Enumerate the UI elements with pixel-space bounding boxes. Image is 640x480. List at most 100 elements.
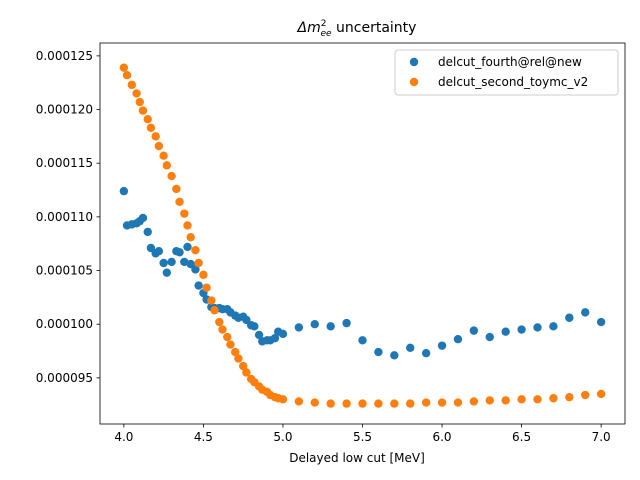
data-point (326, 322, 335, 331)
y-tick-label: 0.000100 (36, 317, 93, 331)
data-point (533, 395, 542, 404)
x-tick-label: 7.0 (592, 430, 611, 444)
legend-box (394, 49, 619, 96)
data-point (406, 399, 415, 408)
x-axis-label: Delayed low cut [MeV] (289, 451, 425, 465)
data-point (549, 394, 558, 403)
x-tick-label: 6.5 (512, 430, 531, 444)
y-tick-label: 0.000115 (36, 156, 93, 170)
data-point (162, 161, 172, 170)
data-point (194, 258, 203, 268)
data-point (242, 368, 251, 377)
data-point (172, 184, 181, 194)
data-point (234, 354, 243, 363)
legend-marker (409, 77, 419, 87)
data-point (517, 325, 526, 334)
data-point (254, 330, 264, 340)
data-point (565, 313, 574, 322)
data-point (207, 296, 216, 305)
data-point (501, 396, 510, 405)
data-point (183, 221, 192, 230)
data-point (310, 398, 319, 407)
chart-title-suffix: uncertainty (332, 20, 417, 36)
data-point (390, 399, 399, 408)
data-point (231, 347, 240, 357)
data-point (421, 348, 431, 358)
data-point (226, 340, 235, 349)
data-point (549, 322, 558, 331)
data-point (199, 270, 208, 280)
y-tick-label: 0.000105 (36, 264, 93, 278)
legend: delcut_fourth@rel@new delcut_second_toymc… (394, 49, 619, 96)
data-point (202, 283, 211, 292)
data-point (119, 186, 129, 196)
legend-marker (409, 57, 419, 67)
data-point (132, 89, 141, 98)
data-point (565, 392, 574, 402)
y-tick-label: 0.000110 (36, 210, 93, 224)
series-2-points (119, 63, 606, 408)
data-point (294, 323, 304, 332)
data-point (159, 151, 168, 160)
data-point (278, 395, 288, 404)
data-point (485, 332, 494, 342)
data-point (135, 97, 144, 107)
data-point (143, 227, 152, 237)
x-tick-label: 4.0 (114, 430, 133, 444)
data-point (310, 319, 319, 329)
data-point (469, 397, 479, 406)
data-point (342, 399, 351, 408)
data-point (437, 398, 447, 407)
data-point (406, 343, 415, 352)
data-point (581, 308, 590, 317)
data-point (159, 258, 168, 268)
data-point (358, 399, 367, 408)
x-tick-label: 5.0 (273, 430, 292, 444)
data-point (278, 329, 288, 339)
data-point (167, 171, 176, 181)
data-point (270, 333, 280, 343)
x-tick-label: 6.0 (432, 430, 451, 444)
legend-label: delcut_fourth@rel@new (438, 55, 582, 69)
data-point (167, 257, 176, 267)
data-point (358, 336, 367, 345)
data-point (469, 326, 479, 335)
data-point (223, 332, 232, 342)
data-point (533, 323, 542, 332)
data-point (180, 257, 189, 267)
data-point (374, 347, 383, 357)
data-point (151, 132, 160, 141)
legend-label: delcut_second_toymc_v2 (438, 75, 588, 89)
data-point (326, 399, 335, 408)
chart-title-prefix: Δm (297, 20, 321, 36)
series-1-points (119, 186, 606, 360)
data-point (581, 390, 590, 400)
chart-title-subscript: ee (321, 29, 333, 39)
y-tick-label: 0.000095 (36, 371, 93, 385)
data-point (238, 361, 248, 371)
data-point (146, 243, 156, 253)
data-point (374, 399, 383, 408)
plot-area (99, 42, 626, 425)
data-point (119, 63, 129, 72)
data-point (250, 322, 259, 331)
data-point (162, 268, 172, 277)
data-point (485, 396, 494, 405)
data-point (421, 398, 431, 407)
data-point (342, 318, 351, 328)
x-axis-ticks: 4.0 4.5 5.0 5.5 6.0 6.5 7.0 (114, 424, 611, 444)
data-point (138, 106, 148, 115)
data-point (215, 317, 224, 327)
data-point (186, 259, 195, 269)
x-tick-label: 5.5 (353, 430, 372, 444)
data-point (191, 245, 200, 255)
data-point (183, 242, 192, 252)
data-point (175, 248, 184, 257)
data-point (294, 397, 304, 406)
x-tick-label: 4.5 (194, 430, 213, 444)
chart-title-superscript: 2 (321, 19, 327, 29)
data-point (501, 327, 510, 336)
data-point (154, 141, 164, 151)
data-point (138, 213, 148, 223)
